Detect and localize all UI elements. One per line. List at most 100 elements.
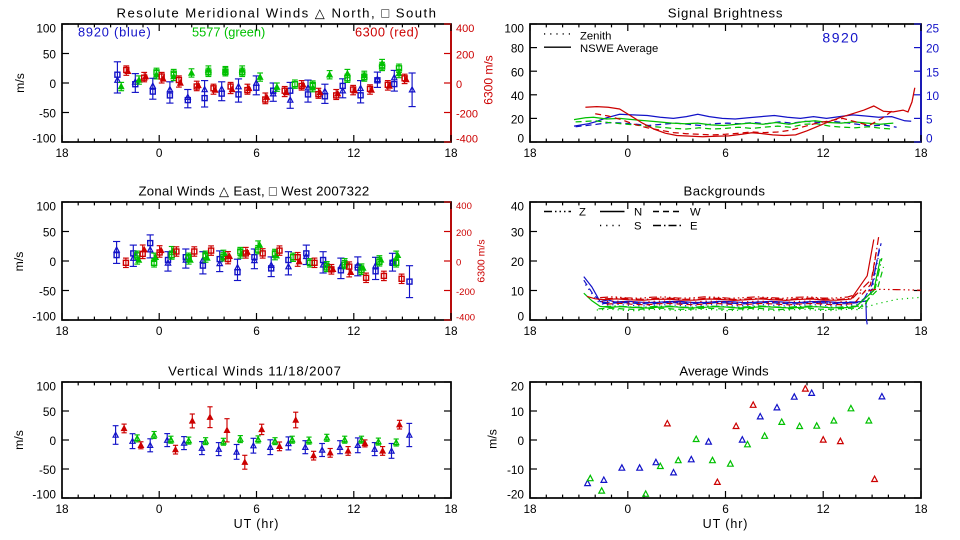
svg-text:6: 6 — [722, 146, 729, 160]
svg-text:60: 60 — [511, 65, 525, 79]
svg-text:Backgrounds: Backgrounds — [684, 184, 766, 199]
svg-text:N: N — [634, 207, 642, 219]
svg-text:m/s: m/s — [13, 73, 27, 93]
svg-text:10: 10 — [511, 405, 525, 419]
svg-text:UT (hr): UT (hr) — [703, 517, 749, 531]
svg-text:18: 18 — [523, 146, 537, 160]
svg-text:50: 50 — [43, 48, 57, 62]
svg-text:E: E — [690, 221, 698, 233]
svg-text:20: 20 — [511, 380, 525, 394]
svg-text:12: 12 — [817, 502, 830, 516]
svg-text:100: 100 — [36, 200, 56, 214]
svg-text:18: 18 — [444, 324, 458, 338]
svg-text:6: 6 — [253, 324, 260, 338]
svg-text:6: 6 — [253, 146, 260, 160]
svg-text:m/s: m/s — [12, 430, 26, 450]
svg-text:400: 400 — [456, 23, 474, 35]
svg-text:18: 18 — [444, 502, 458, 516]
svg-text:8920: 8920 — [822, 30, 859, 46]
svg-text:10: 10 — [926, 89, 940, 103]
svg-text:18: 18 — [55, 146, 69, 160]
svg-text:0: 0 — [156, 324, 163, 338]
svg-text:-50: -50 — [39, 107, 56, 121]
svg-text:0: 0 — [517, 309, 524, 323]
svg-text:0: 0 — [625, 324, 632, 338]
svg-text:8920 (blue): 8920 (blue) — [78, 25, 152, 40]
svg-text:0: 0 — [517, 131, 524, 145]
svg-text:Resolute Meridional Winds △ No: Resolute Meridional Winds △ North, □ Sou… — [117, 5, 438, 20]
svg-text:400: 400 — [456, 201, 472, 212]
svg-text:18: 18 — [914, 146, 928, 160]
svg-text:6: 6 — [722, 502, 729, 516]
svg-text:6300 m/s: 6300 m/s — [476, 239, 488, 282]
svg-text:40: 40 — [511, 200, 525, 214]
svg-text:Zonal Winds △ East, □ West 200: Zonal Winds △ East, □ West 2007322 — [138, 184, 369, 199]
svg-text:25: 25 — [926, 22, 940, 36]
svg-text:5: 5 — [926, 113, 933, 127]
svg-text:-10: -10 — [507, 463, 524, 477]
svg-text:10: 10 — [511, 285, 525, 299]
svg-text:Vertical Winds 11/18/2007: Vertical Winds 11/18/2007 — [168, 364, 342, 379]
svg-text:S: S — [634, 221, 642, 233]
svg-text:12: 12 — [347, 146, 360, 160]
svg-text:20: 20 — [511, 255, 525, 269]
svg-text:6300 (red): 6300 (red) — [355, 25, 419, 40]
svg-text:50: 50 — [43, 405, 57, 419]
svg-text:6300 m/s: 6300 m/s — [482, 55, 496, 104]
svg-text:200: 200 — [456, 228, 472, 239]
svg-text:-100: -100 — [32, 309, 56, 323]
svg-text:0: 0 — [156, 146, 163, 160]
svg-text:0: 0 — [517, 434, 524, 448]
svg-text:-200: -200 — [456, 108, 478, 120]
svg-text:-400: -400 — [456, 133, 478, 145]
svg-text:12: 12 — [347, 324, 360, 338]
svg-text:Zenith: Zenith — [580, 31, 611, 43]
svg-text:0: 0 — [456, 79, 462, 91]
svg-text:NSWE Average: NSWE Average — [580, 43, 658, 55]
svg-text:0: 0 — [49, 77, 56, 91]
svg-text:-20: -20 — [507, 487, 524, 501]
svg-text:5577 (green): 5577 (green) — [192, 25, 265, 40]
svg-text:6: 6 — [722, 324, 729, 338]
svg-text:Average Winds: Average Winds — [679, 364, 769, 379]
svg-text:80: 80 — [511, 42, 525, 56]
svg-text:W: W — [690, 207, 701, 219]
svg-text:50: 50 — [43, 226, 57, 240]
svg-text:0: 0 — [926, 131, 933, 145]
svg-text:6: 6 — [253, 502, 260, 516]
svg-text:30: 30 — [511, 226, 525, 240]
svg-text:m/s: m/s — [486, 429, 500, 449]
svg-text:12: 12 — [817, 146, 830, 160]
svg-text:0: 0 — [625, 502, 632, 516]
svg-text:-100: -100 — [32, 131, 56, 145]
svg-text:20: 20 — [926, 42, 940, 56]
svg-text:m/s: m/s — [12, 252, 26, 272]
svg-text:100: 100 — [36, 380, 56, 394]
svg-text:Signal Brightness: Signal Brightness — [668, 5, 784, 20]
svg-text:0: 0 — [156, 502, 163, 516]
svg-text:0: 0 — [625, 146, 632, 160]
svg-text:40: 40 — [511, 89, 525, 103]
svg-text:12: 12 — [347, 502, 360, 516]
svg-text:0: 0 — [49, 255, 56, 269]
svg-text:-50: -50 — [39, 285, 56, 299]
svg-text:18: 18 — [914, 502, 928, 516]
svg-text:100: 100 — [36, 22, 56, 36]
svg-text:18: 18 — [55, 502, 69, 516]
svg-text:-100: -100 — [32, 487, 56, 501]
svg-text:0: 0 — [49, 434, 56, 448]
svg-text:-400: -400 — [456, 312, 475, 323]
svg-text:18: 18 — [523, 324, 537, 338]
svg-text:200: 200 — [456, 49, 474, 61]
svg-text:-50: -50 — [39, 463, 56, 477]
svg-text:0: 0 — [456, 257, 461, 268]
svg-text:100: 100 — [504, 22, 524, 36]
svg-text:18: 18 — [914, 324, 928, 338]
svg-text:-200: -200 — [456, 287, 475, 298]
svg-text:18: 18 — [55, 324, 69, 338]
svg-text:Z: Z — [579, 207, 586, 219]
svg-text:UT (hr): UT (hr) — [234, 517, 280, 531]
svg-text:12: 12 — [817, 324, 830, 338]
svg-text:20: 20 — [511, 113, 525, 127]
svg-text:15: 15 — [926, 65, 940, 79]
